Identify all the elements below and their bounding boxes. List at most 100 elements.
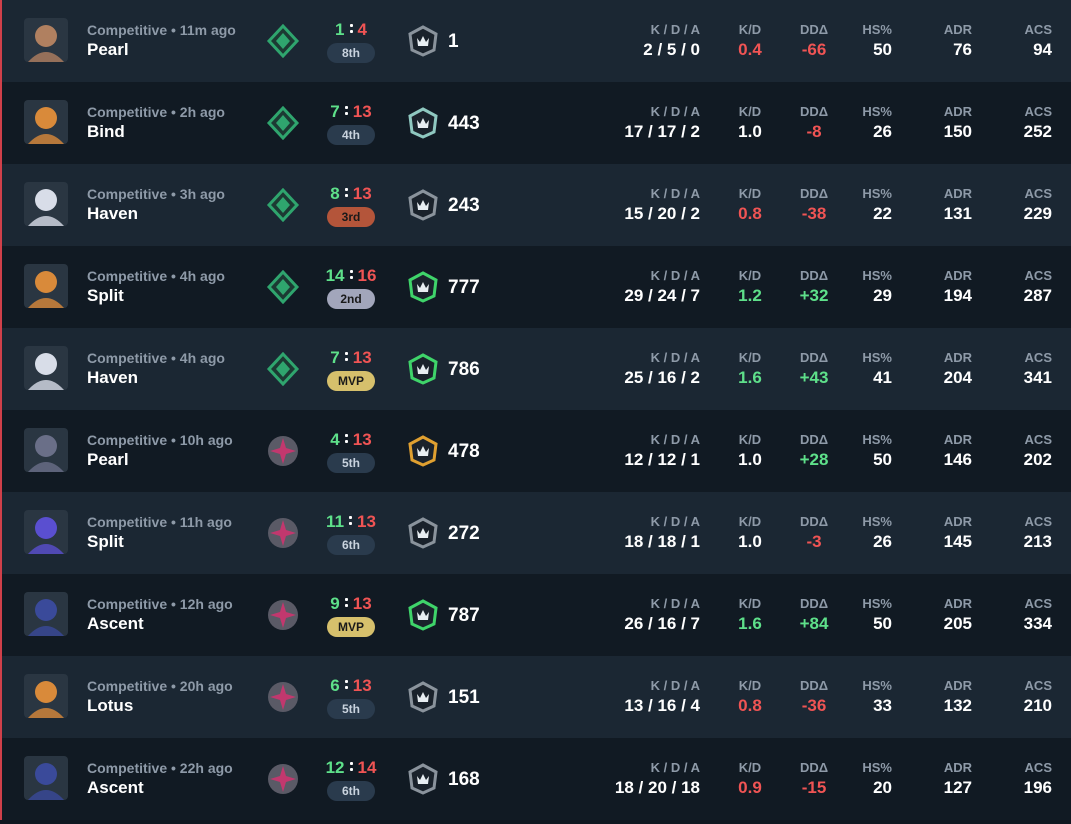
- score: 7 13: [311, 102, 391, 122]
- avatar-body: [28, 216, 64, 226]
- level-number: 272: [448, 523, 480, 544]
- rounds-lost: 13: [352, 102, 372, 121]
- stat-header: HS%: [862, 268, 892, 283]
- avatar-body: [28, 544, 64, 554]
- stat-acs: 334: [1023, 614, 1052, 633]
- match-row: Competitive • 22h ago Ascent 12 14 6th 168 K /…: [0, 738, 1071, 820]
- placement-badge: 5th: [327, 453, 375, 473]
- level-crown: [417, 528, 429, 538]
- avatar-head: [35, 681, 57, 703]
- rank-icon: [268, 436, 298, 466]
- score-separator: [349, 23, 353, 34]
- agent-avatar: [24, 428, 68, 472]
- stat-header: K / D / A: [650, 186, 700, 201]
- stat-header: K/D: [738, 350, 762, 365]
- stat-header: ADR: [943, 760, 972, 775]
- stat-dd: -66: [801, 40, 827, 59]
- level-icon: [408, 681, 438, 713]
- score-separator: [349, 515, 353, 526]
- avatar-body: [28, 52, 64, 62]
- stat-kd: 1.0: [738, 532, 762, 551]
- level-number: 777: [448, 277, 480, 298]
- agent-avatar: [24, 346, 68, 390]
- score-separator: [344, 679, 348, 690]
- rank-icon: [268, 764, 298, 794]
- stat-header: ADR: [943, 268, 972, 283]
- stat-header: DDΔ: [799, 350, 829, 365]
- stat-hs: 26: [873, 532, 892, 551]
- level-icon: [408, 353, 438, 385]
- match-row: Competitive • 4h ago Split 14 16 2nd 777 K / D…: [0, 246, 1071, 328]
- level-icon: [408, 517, 438, 549]
- stat-header: DDΔ: [799, 268, 829, 283]
- map-name: Pearl: [87, 40, 129, 59]
- rounds-won: 7: [330, 102, 340, 121]
- stat-header: K / D / A: [650, 514, 700, 529]
- stat-hs: 50: [873, 40, 892, 59]
- stat-header: DDΔ: [799, 22, 829, 37]
- stat-kda: 12 / 12 / 1: [624, 450, 700, 469]
- stat-hs: 50: [873, 614, 892, 633]
- stat-kda: 18 / 20 / 18: [614, 778, 700, 797]
- stat-kda: 18 / 18 / 1: [624, 532, 700, 551]
- match-row: Competitive • 11m ago Pearl 1 4 8th 1 K / D / …: [0, 0, 1071, 82]
- stat-kd: 1.2: [738, 286, 762, 305]
- stat-adr: 145: [943, 532, 972, 551]
- level-icon: [408, 763, 438, 795]
- score: 8 13: [311, 184, 391, 204]
- match-row: Competitive • 4h ago Haven 7 13 MVP 786 K / D …: [0, 328, 1071, 410]
- rank-core: [276, 197, 290, 213]
- rank-icon: [268, 600, 298, 630]
- stat-kda: 2 / 5 / 0: [643, 40, 700, 59]
- agent-avatar: [24, 182, 68, 226]
- level-number: 168: [448, 769, 480, 790]
- level-number: 243: [448, 195, 480, 216]
- stat-header: ACS: [1024, 678, 1052, 693]
- agent-avatar: [24, 510, 68, 554]
- rounds-won: 12: [325, 758, 345, 777]
- level-crown: [417, 200, 429, 210]
- stat-hs: 33: [873, 696, 892, 715]
- stat-header: ACS: [1024, 596, 1052, 611]
- rounds-won: 8: [330, 184, 340, 203]
- stat-adr: 205: [943, 614, 972, 633]
- rank-icon: [266, 270, 300, 304]
- rounds-won: 6: [330, 676, 340, 695]
- score-separator: [344, 597, 348, 608]
- stat-header: K / D / A: [650, 432, 700, 447]
- map-name: Split: [87, 532, 124, 551]
- stat-kd: 0.8: [738, 696, 762, 715]
- stat-hs: 22: [873, 204, 892, 223]
- stat-adr: 150: [943, 122, 972, 141]
- stat-dd: -15: [801, 778, 827, 797]
- match-row: Competitive • 3h ago Haven 8 13 3rd 243 K / D …: [0, 164, 1071, 246]
- avatar-body: [28, 462, 64, 472]
- stat-kd: 0.4: [738, 40, 762, 59]
- rank-icon: [268, 518, 298, 548]
- avatar-body: [28, 708, 64, 718]
- stat-dd: -8: [806, 122, 822, 141]
- avatar-body: [28, 790, 64, 800]
- placement-badge: 5th: [327, 699, 375, 719]
- rank-core: [270, 684, 296, 710]
- rounds-won: 7: [330, 348, 340, 367]
- rounds-won: 11: [326, 512, 345, 531]
- stat-header: K/D: [738, 596, 762, 611]
- agent-avatar: [24, 674, 68, 718]
- rank-icon: [266, 24, 300, 58]
- score: 12 14: [311, 758, 391, 778]
- level-icon: [408, 189, 438, 221]
- stat-header: HS%: [862, 760, 892, 775]
- rounds-lost: 13: [352, 348, 372, 367]
- map-name: Lotus: [87, 696, 134, 715]
- map-name: Ascent: [87, 778, 144, 797]
- stat-header: ACS: [1024, 514, 1052, 529]
- match-meta: Competitive • 4h ago: [87, 350, 225, 366]
- level-number: 151: [448, 687, 480, 708]
- score-separator: [344, 351, 348, 362]
- score-separator: [344, 187, 348, 198]
- stat-header: K/D: [738, 514, 762, 529]
- rank-core: [276, 279, 290, 295]
- stat-header: K/D: [738, 104, 762, 119]
- stat-acs: 213: [1023, 532, 1052, 551]
